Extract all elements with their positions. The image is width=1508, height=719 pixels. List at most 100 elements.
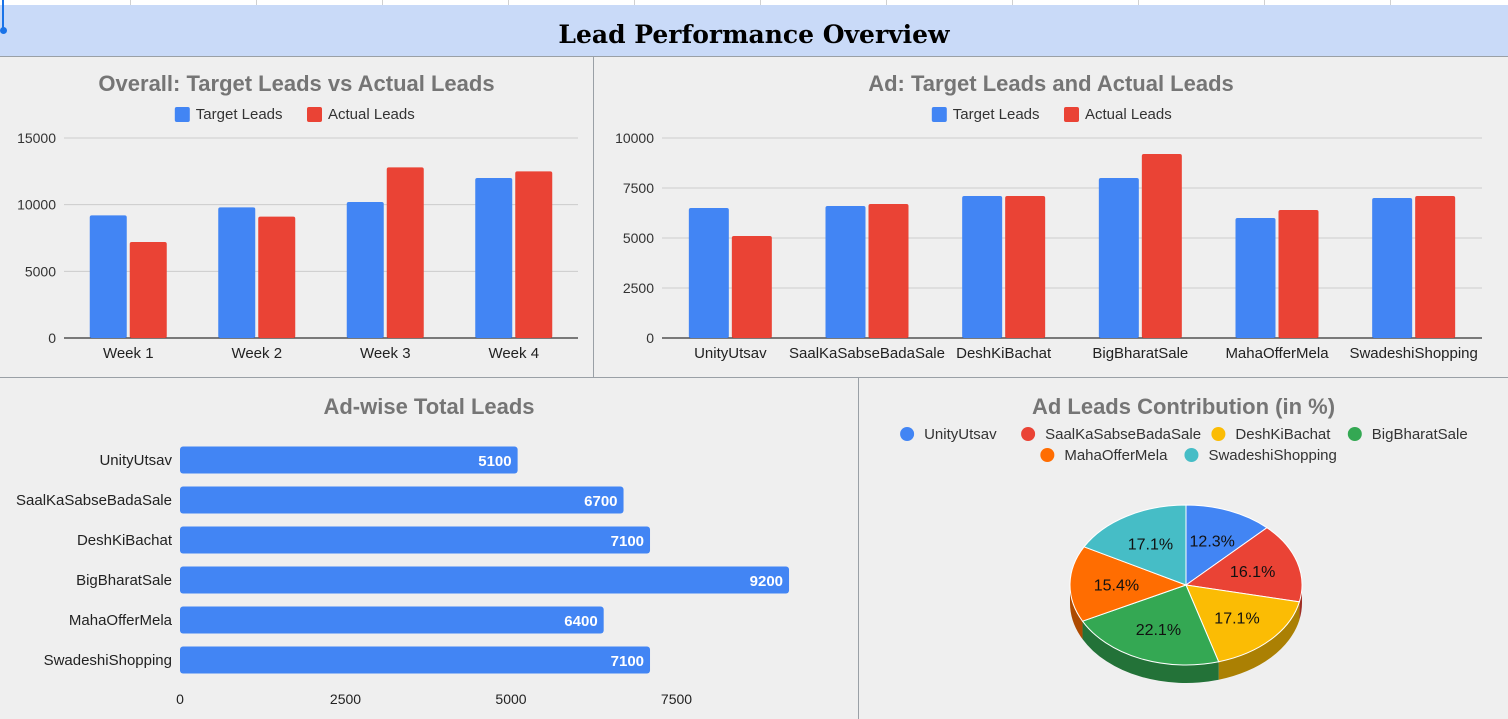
legend-dot (1040, 448, 1055, 462)
actual-bar (1141, 154, 1182, 338)
actual-bar (1415, 196, 1456, 338)
actual-bar (129, 242, 167, 338)
x-tick-label: BigBharatSale (1092, 345, 1188, 362)
chart-title-contribution: Ad Leads Contribution (in %) (1031, 394, 1336, 419)
cell-cursor[interactable] (2, 0, 4, 30)
bar-value-label: 6700 (584, 493, 617, 510)
category-label: SaalKaSabseBadaSale (16, 492, 172, 509)
y-tick-label: 2500 (623, 280, 654, 296)
actual-bar (258, 216, 296, 338)
legend-swatch (1064, 107, 1079, 122)
actual-bar (1278, 210, 1319, 338)
legend-label: Target Leads (196, 106, 283, 123)
ad-target-and-actual-chart[interactable]: Target Leads Actual Leads 0 2500 5000 7500 100… (0, 0, 1508, 377)
legend-label: Target Leads (953, 106, 1040, 123)
target-bar (688, 208, 729, 338)
category-label: DeshKiBachat (77, 532, 173, 549)
page-title: Lead Performance Overview (558, 20, 950, 49)
y-tick-label: 15000 (17, 130, 56, 146)
bar-value-label: 7100 (611, 533, 644, 550)
total-leads-bar (180, 526, 651, 554)
bar-value-label: 7100 (611, 653, 644, 670)
x-tick-label: 0 (176, 691, 184, 707)
pie-slice (1083, 504, 1187, 586)
pie-value-label: 17.1% (1214, 611, 1259, 628)
legend-label: MahaOfferMela (1064, 447, 1168, 464)
target-bar (89, 215, 127, 338)
pie-value-label: 12.3% (1190, 534, 1235, 551)
y-tick-label: 5000 (623, 230, 654, 246)
legend-label: Actual Leads (328, 106, 415, 123)
panel-divider-horizontal (0, 377, 1508, 378)
pie-slice (1184, 527, 1303, 603)
cell-cursor-handle[interactable] (0, 27, 7, 34)
legend-dot (1021, 427, 1036, 441)
y-tick-label: 7500 (623, 180, 654, 196)
legend-label: BigBharatSale (1372, 426, 1468, 443)
pie-slice-side (1218, 601, 1300, 680)
adwise-total-leads-chart[interactable]: UnityUtsav 5100 SaalKaSabseBadaSale 6700 Des… (0, 0, 858, 719)
total-leads-bar (180, 606, 604, 634)
overall-target-vs-actual-chart[interactable]: Target Leads Actual Leads 0 5000 10000 15000 W… (0, 0, 593, 377)
x-tick-label: 5000 (495, 691, 526, 707)
total-leads-bar (180, 446, 518, 474)
panel-divider-vertical-top (593, 57, 594, 377)
x-tick-label: 7500 (661, 691, 692, 707)
chart-title-adwise: Ad-wise Total Leads (323, 394, 535, 419)
chart-title-ad: Ad: Target Leads and Actual Leads (868, 71, 1234, 96)
x-tick-label: MahaOfferMela (1225, 345, 1329, 362)
target-bar (346, 202, 384, 338)
legend-dot (1347, 427, 1362, 441)
y-tick-label: 10000 (615, 130, 654, 146)
actual-bar (515, 171, 553, 338)
actual-bar (731, 236, 772, 338)
x-tick-label: DeshKiBachat (956, 345, 1052, 362)
x-tick-label: SwadeshiShopping (1349, 345, 1477, 362)
legend-label: SwadeshiShopping (1208, 447, 1336, 464)
y-tick-label: 0 (48, 330, 56, 346)
pie-slice (1069, 546, 1188, 622)
pie-slice (1185, 584, 1301, 663)
y-tick-label: 5000 (25, 263, 56, 279)
target-bar (962, 196, 1003, 338)
pie-value-label: 16.1% (1230, 564, 1275, 581)
total-leads-bar (180, 646, 651, 674)
legend-dot (1184, 448, 1199, 462)
total-leads-bar (180, 566, 790, 594)
pie-value-label: 22.1% (1136, 622, 1181, 639)
x-tick-label: 2500 (330, 691, 361, 707)
legend-swatch (307, 107, 322, 122)
x-tick-label: Week 3 (360, 345, 411, 362)
x-tick-label: Week 1 (103, 345, 154, 362)
panel-divider-vertical-bottom (858, 378, 859, 719)
legend-label: SaalKaSabseBadaSale (1045, 426, 1201, 443)
total-leads-bar (180, 486, 624, 514)
x-tick-label: Week 4 (488, 345, 539, 362)
legend-label: DeshKiBachat (1235, 426, 1331, 443)
pie-value-label: 17.1% (1128, 537, 1173, 554)
chart-title-overall: Overall: Target Leads vs Actual Leads (98, 71, 495, 96)
dashboard-title-bar: Lead Performance Overview (0, 5, 1508, 57)
legend-dot (900, 427, 915, 441)
target-bar (475, 178, 513, 338)
pie-slice (1185, 504, 1268, 586)
actual-bar (1005, 196, 1046, 338)
x-tick-label: SaalKaSabseBadaSale (789, 345, 945, 362)
target-bar (1098, 178, 1139, 338)
x-tick-label: Week 2 (231, 345, 282, 362)
pie-slice (1081, 584, 1220, 666)
category-label: MahaOfferMela (69, 612, 173, 629)
legend-dot (1211, 427, 1226, 441)
bar-value-label: 5100 (478, 453, 511, 470)
category-label: SwadeshiShopping (44, 652, 172, 669)
legend-swatch (174, 107, 190, 122)
actual-bar (868, 204, 909, 338)
x-tick-label: UnityUtsav (694, 345, 767, 362)
bar-value-label: 6400 (564, 613, 597, 630)
category-label: UnityUtsav (99, 452, 172, 469)
pie-value-label: 15.4% (1094, 577, 1139, 594)
target-bar (825, 206, 866, 338)
legend-label: UnityUtsav (924, 426, 997, 443)
legend-swatch (931, 107, 947, 122)
